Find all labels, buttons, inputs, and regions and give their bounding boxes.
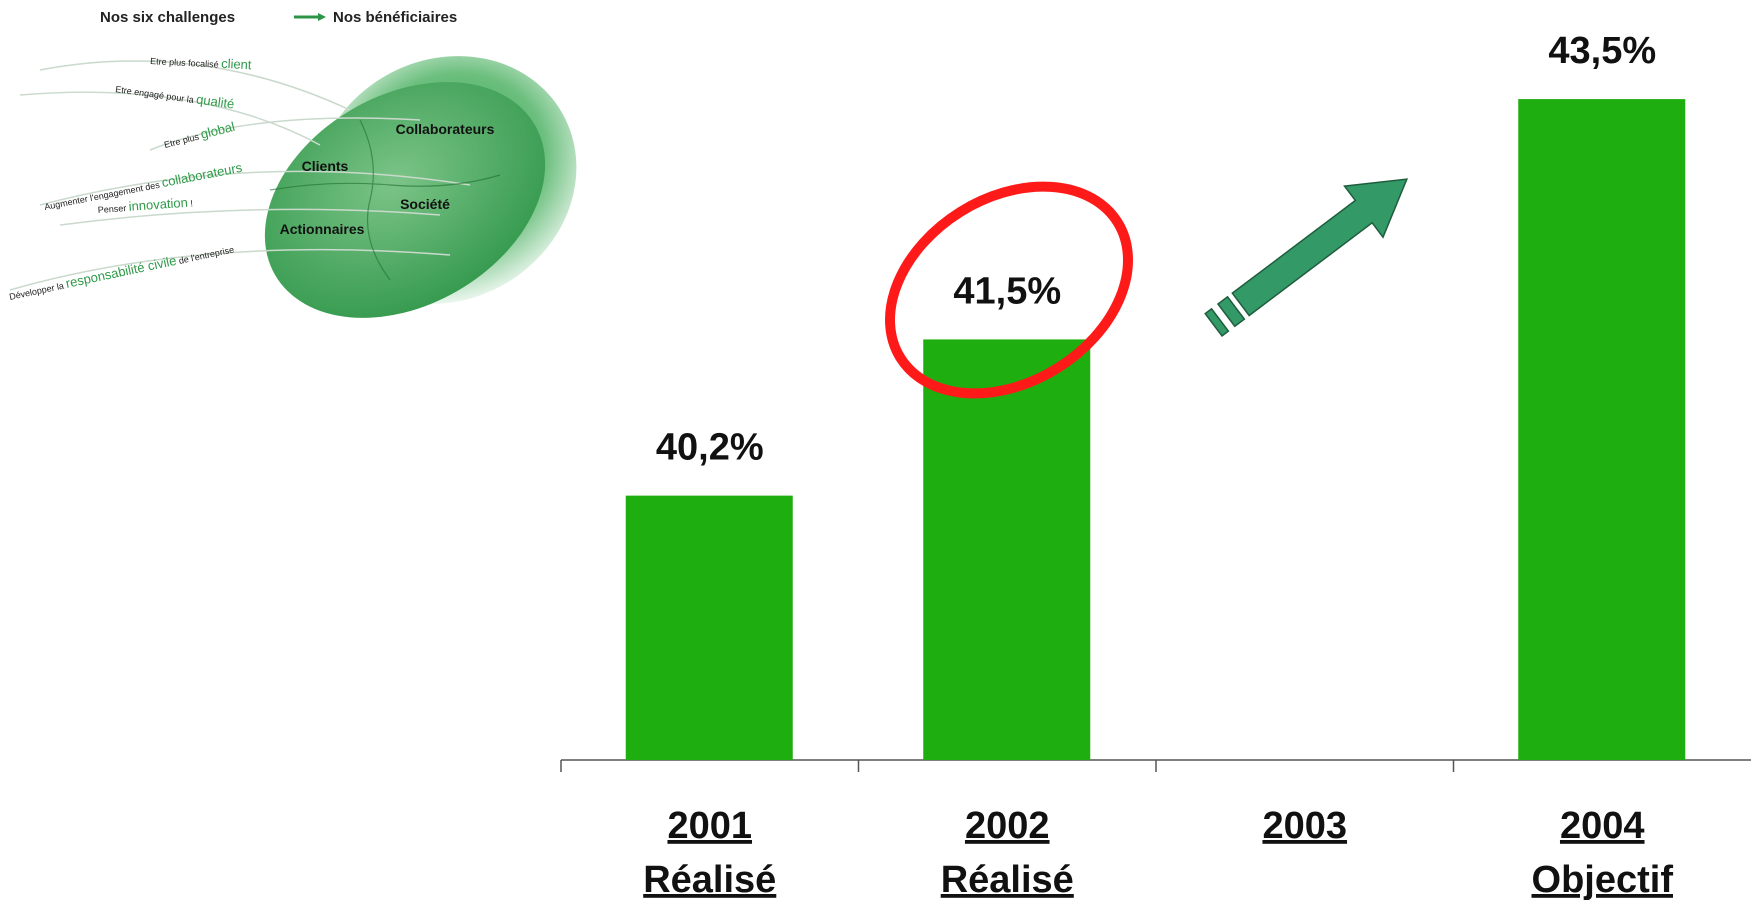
header-arrow-head	[318, 13, 326, 21]
challenges-diagram: Nos six challenges Nos bénéficiaires Etr…	[8, 9, 577, 318]
challenge-keyword: innovation	[128, 195, 188, 214]
x-tick-sublabel: Objectif	[1532, 859, 1674, 901]
challenge: Etre plus global	[162, 119, 236, 151]
challenge-keyword: collaborateurs	[160, 160, 244, 190]
challenge: Penser innovation !	[97, 194, 193, 216]
x-tick-sublabel: Réalisé	[941, 859, 1074, 901]
disc	[264, 82, 546, 318]
challenge-suffix: !	[188, 198, 194, 208]
bar	[625, 495, 793, 760]
challenge-keyword: responsabilité civile	[64, 253, 177, 291]
value-label: 40,2%	[656, 427, 764, 469]
challenge-text: Etre plus	[163, 131, 202, 150]
header-left: Nos six challenges	[100, 9, 235, 26]
x-tick-label: 2004	[1560, 805, 1645, 847]
x-tick-label: 2003	[1262, 805, 1347, 847]
challenge-suffix: de l'entreprise	[175, 244, 235, 266]
x-tick-sublabel: Réalisé	[643, 859, 776, 901]
bar-chart: 2001 Réalisé 40,2% 2002 Réalisé 41,5% 2003 2004…	[560, 30, 1751, 901]
challenge-text: Etre engagé pour la	[115, 84, 197, 105]
beneficiary: Société	[400, 196, 450, 212]
beneficiary: Clients	[302, 158, 349, 174]
challenge-text: Etre plus focalisé	[150, 56, 221, 70]
challenge-text: Penser	[97, 203, 129, 215]
challenge: Etre engagé pour la qualité	[115, 80, 236, 112]
x-tick-label: 2001	[667, 805, 752, 847]
value-label: 43,5%	[1548, 30, 1656, 72]
challenge: Etre plus focalisé client	[150, 52, 252, 72]
challenge-keyword: client	[221, 56, 252, 73]
challenge-keyword: qualité	[195, 91, 235, 111]
x-tick-label: 2002	[965, 805, 1050, 847]
bar	[923, 339, 1091, 760]
challenge-keyword: global	[199, 119, 236, 142]
header-right: Nos bénéficiaires	[333, 9, 457, 26]
trend-arrow	[1204, 178, 1409, 338]
bar	[1518, 99, 1686, 761]
highlight-circle	[885, 181, 1133, 399]
challenge-lines	[9, 60, 471, 291]
challenge: Développer la responsabilité civile de l…	[8, 241, 236, 303]
value-label: 41,5%	[953, 270, 1061, 312]
beneficiary: Collaborateurs	[396, 121, 495, 137]
puzzle-lines	[269, 119, 501, 281]
beneficiary: Actionnaires	[280, 221, 365, 237]
challenge-text: Développer la	[8, 280, 67, 302]
